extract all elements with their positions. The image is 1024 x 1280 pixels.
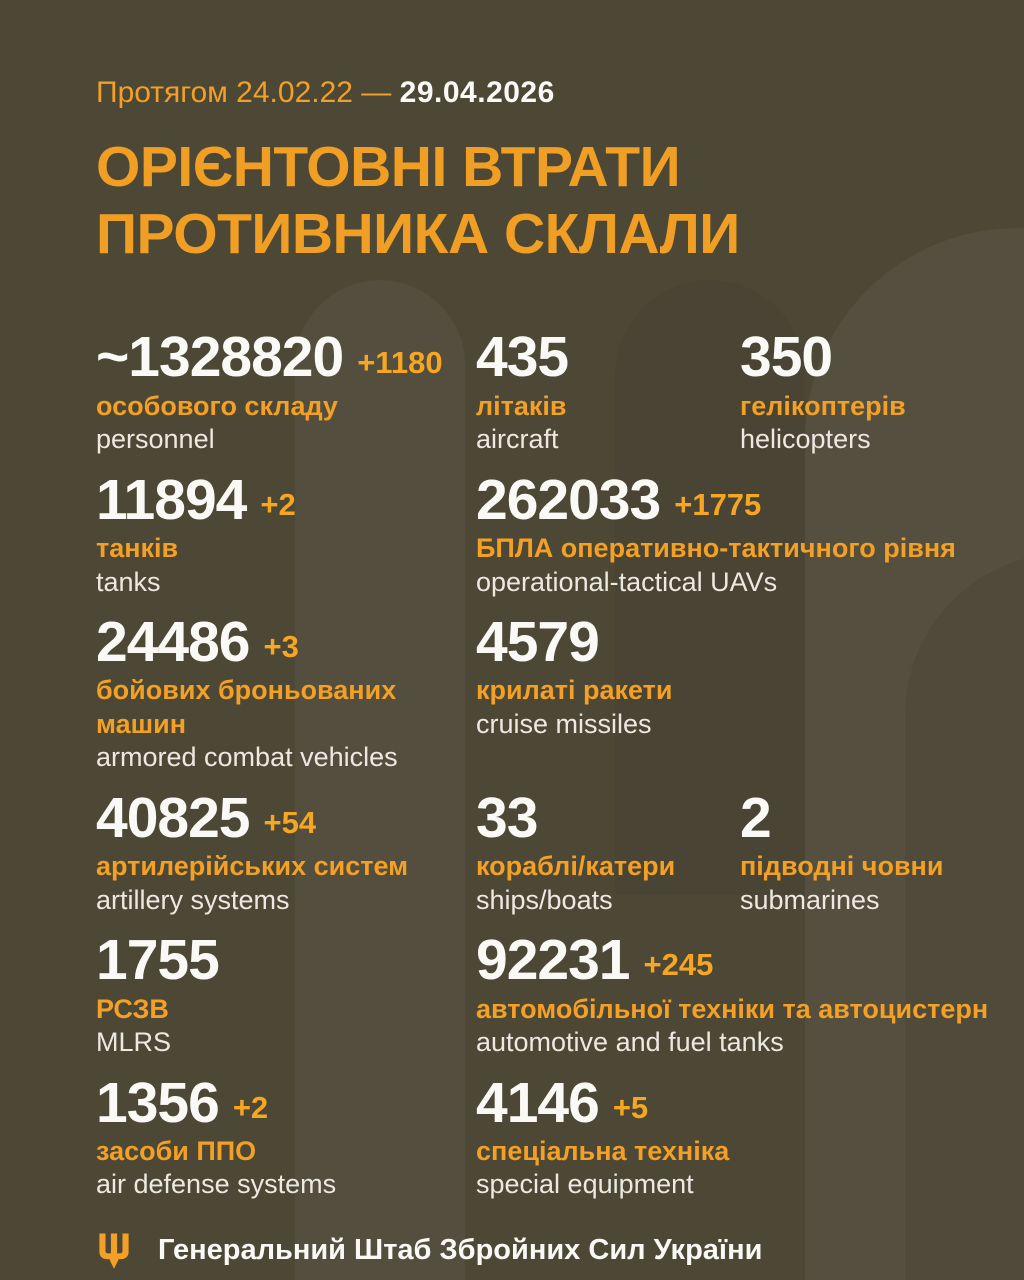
stat-personnel: ~1328820 +1180 особового складу personne… [96,327,476,456]
title-line2: ПРОТИВНИКА СКЛАЛИ [96,201,740,266]
report-date: 29.04.2026 [399,76,555,109]
organization-name: Генеральний Штаб Збройних Сил України [158,1234,763,1267]
stat-ships: 33 кораблі/катери ships/boats [476,785,740,917]
stat-delta: +1180 [357,344,443,380]
stat-value: 262033 [476,467,661,532]
stat-label-uk: підводні човни [740,851,944,882]
stat-value: 33 [476,785,538,850]
stat-label-en: tanks [96,566,161,597]
stat-label-en: aircraft [476,424,559,455]
stat-automotive: 92231 +245 автомобільної техніки та авто… [476,930,988,1059]
stat-label-uk: танків [96,533,179,564]
stat-label-en: artillery systems [96,884,290,915]
stat-delta: +245 [643,947,714,983]
title-line1: ОРІЄНТОВНІ ВТРАТИ [96,135,681,199]
period-label: Протягом 24.02.22 — [96,76,392,109]
stat-label-en: operational-tactical UAVs [476,566,778,597]
stat-submarines: 2 підводні човни submarines [740,785,1024,917]
stats-row-6: 1356 +2 засоби ППО air defense systems 4… [96,1070,1024,1202]
stats-row-3: 24486 +3 бойових броньованих машин armor… [96,612,1024,775]
stat-delta: +54 [263,805,317,841]
stat-label-uk: артилерійських систем [96,851,409,882]
stat-label-en: air defense systems [96,1169,337,1200]
stat-label-uk: крилаті ракети [476,675,673,706]
stat-label-uk: особового складу [96,390,338,421]
stat-air-defense: 1356 +2 засоби ППО air defense systems [96,1070,476,1202]
stat-label-en: cruise missiles [476,708,652,739]
stat-value: 24486 [96,610,251,675]
stat-label-uk: літаків [476,390,567,421]
stats-row-4: 40825 +54 артилерійських систем artiller… [96,785,1024,917]
stat-label-uk: БПЛА оперативно-тактичного рівня [476,533,956,564]
stat-special-equipment: 4146 +5 спеціальна техніка special equip… [476,1070,730,1202]
stat-label-en: ships/boats [476,884,613,915]
stats-row-2: 11894 +2 танків tanks 262033 +1775 БПЛА … [96,467,1024,599]
stat-cruise-missiles: 4579 крилаті ракети cruise missiles [476,612,673,775]
page-title: ОРІЄНТОВНІ ВТРАТИ ПРОТИВНИКА СКЛАЛИ [96,134,1024,267]
stat-label-en: MLRS [96,1027,172,1058]
trident-icon [99,1233,129,1269]
stats-grid: ~1328820 +1180 особового складу personne… [96,327,1024,1202]
stat-label-en: submarines [740,884,880,915]
stat-uavs: 262033 +1775 БПЛА оперативно-тактичного … [476,467,956,599]
stat-label-en: helicopters [740,424,871,455]
stat-value: 11894 [96,467,247,532]
stat-label-uk: автомобільної техніки та автоцистерн [476,993,989,1024]
stat-value: 1356 [96,1070,220,1135]
stat-tanks: 11894 +2 танків tanks [96,467,476,599]
stat-mlrs: 1755 РСЗВ MLRS [96,930,476,1059]
stat-label-en: armored combat vehicles [96,742,398,773]
stat-armored-vehicles: 24486 +3 бойових броньованих машин armor… [96,612,476,775]
footer: Генеральний Штаб Збройних Сил України [96,1232,1024,1270]
stat-value: 92231 [476,928,631,993]
stat-value: 435 [476,325,569,390]
stat-delta: +3 [263,629,299,665]
stat-value: 2 [740,785,772,850]
stat-label-uk: засоби ППО [96,1135,257,1166]
stat-label-uk: кораблі/катери [476,851,676,882]
stats-row-5: 1755 РСЗВ MLRS 92231 +245 автомобільної … [96,930,1024,1059]
stat-delta: +2 [232,1089,269,1125]
stat-delta: +1775 [674,486,762,522]
stats-row-1: ~1328820 +1180 особового складу personne… [96,327,1024,456]
stat-value: 4146 [476,1070,600,1135]
stat-label-uk: бойових броньованих машин [96,675,397,739]
stat-artillery: 40825 +54 артилерійських систем artiller… [96,785,476,917]
stat-label-en: special equipment [476,1169,694,1200]
stat-value: 1755 [96,928,220,993]
stat-label-uk: гелікоптерів [740,390,906,421]
stat-value: 350 [740,325,833,390]
stat-label-en: automotive and fuel tanks [476,1027,784,1058]
stat-value: 4579 [476,610,600,675]
stat-label-uk: РСЗВ [96,993,169,1024]
stat-label-en: personnel [96,424,215,455]
stat-delta: +2 [260,486,296,522]
stat-label-uk: спеціальна техніка [476,1135,730,1166]
stat-value: ~1328820 [96,325,344,390]
stat-helicopters: 350 гелікоптерів helicopters [740,327,1024,456]
stat-value: 40825 [96,785,251,850]
stat-delta: +5 [612,1089,649,1125]
stat-aircraft: 435 літаків aircraft [476,327,740,456]
report-period: Протягом 24.02.22 — 29.04.2026 [96,76,1024,110]
